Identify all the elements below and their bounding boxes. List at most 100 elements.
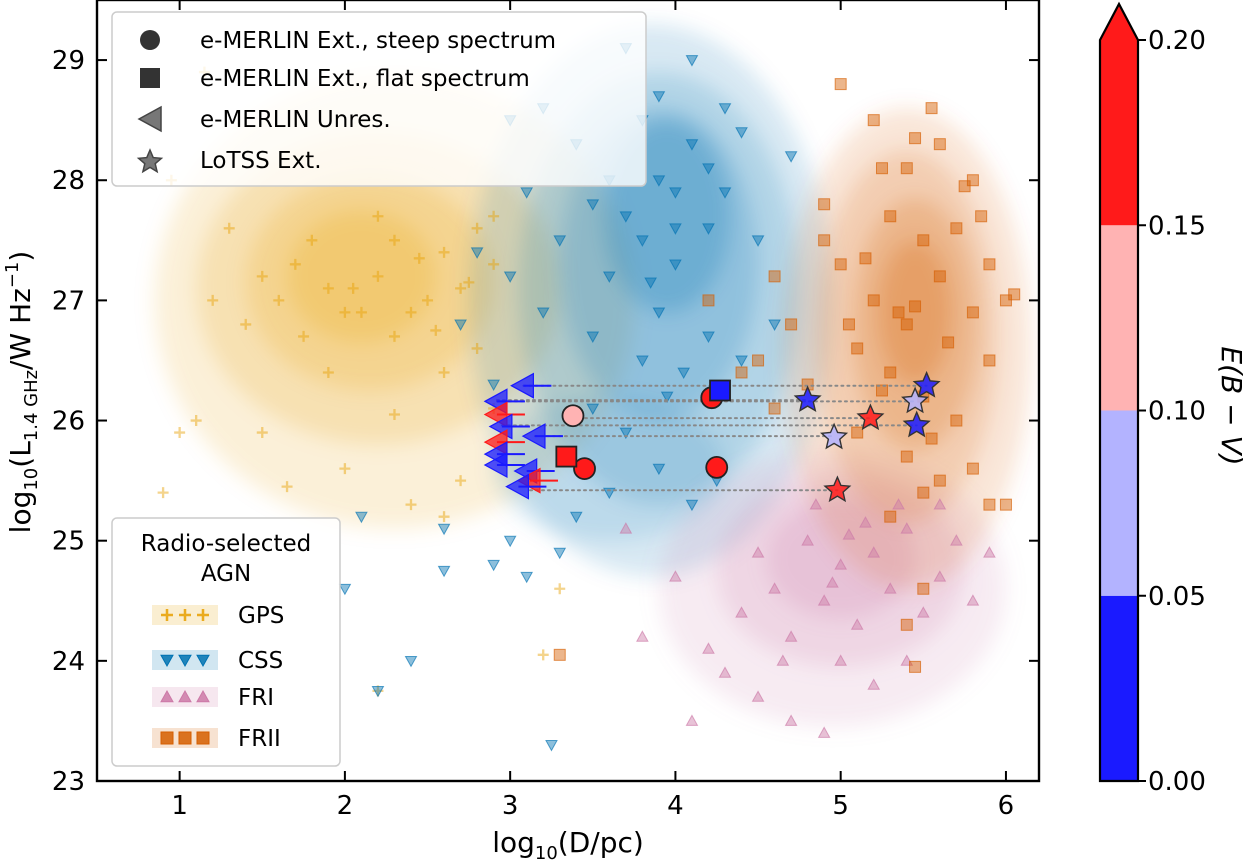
- agn-legend-marker: [160, 731, 174, 745]
- fri-point: [751, 690, 765, 702]
- frii-point: [950, 222, 963, 235]
- y-axis-label: log10(L1.4 GHz/W Hz−1): [2, 251, 42, 534]
- legend-label-lotss: LoTSS Ext.: [200, 148, 322, 174]
- css-point: [702, 223, 715, 235]
- css-point: [652, 463, 666, 476]
- css-point: [619, 211, 633, 223]
- legend-label-steep: e-MERLIN Ext., steep spectrum: [200, 28, 556, 54]
- css-point: [487, 379, 500, 392]
- css-point: [602, 271, 616, 283]
- frii-point: [876, 384, 888, 397]
- css-point: [644, 277, 657, 289]
- colorbar-tick-label: 0.20: [1148, 26, 1206, 56]
- frii-point: [909, 660, 922, 673]
- gps-point: [388, 234, 400, 246]
- css-point: [652, 307, 666, 319]
- css-point: [569, 511, 583, 524]
- agn-legend-marker: [160, 654, 174, 668]
- css-point: [784, 151, 798, 163]
- fri-point: [834, 654, 848, 666]
- lotss-source: [912, 370, 941, 398]
- y-tick-label: 26: [52, 407, 85, 437]
- gps-point: [488, 210, 500, 222]
- css-point: [685, 499, 699, 512]
- css-point: [702, 331, 715, 343]
- css-point: [338, 583, 352, 596]
- x-tick-label: 4: [667, 791, 684, 821]
- css-point: [652, 175, 666, 187]
- css-point: [735, 127, 748, 139]
- x-tick-label: 5: [832, 791, 849, 821]
- legend-label-flat: e-MERLIN Ext., flat spectrum: [200, 66, 530, 92]
- frii-point: [834, 258, 847, 271]
- css-point: [371, 685, 385, 698]
- frii-point: [983, 354, 996, 367]
- css-point: [545, 740, 558, 752]
- frii-point: [975, 210, 988, 223]
- frii-point: [925, 102, 938, 115]
- gps-point: [322, 366, 334, 378]
- agn-legend-marker: [178, 689, 192, 703]
- css-point: [520, 571, 534, 584]
- frii-point: [917, 234, 930, 247]
- gps-point: [413, 252, 425, 264]
- frii-point: [884, 366, 897, 379]
- frii-point: [735, 366, 748, 379]
- css-point: [669, 259, 682, 271]
- colorbar: 0.00 0.05 0.10 0.15 0.20: [1098, 1, 1206, 797]
- css-point: [602, 487, 616, 500]
- fri-point: [809, 498, 823, 510]
- fri-point: [784, 630, 798, 642]
- colorbar-label: E(B − V): [1215, 346, 1247, 465]
- agn-legend-marker: [196, 689, 210, 703]
- gps-point: [455, 282, 467, 294]
- css-point: [586, 403, 600, 416]
- gps-point: [488, 403, 500, 415]
- steep-spectrum-source: [705, 455, 729, 479]
- fri-point: [735, 606, 748, 618]
- x-tick-label: 3: [502, 791, 519, 821]
- css-point: [685, 55, 699, 67]
- css-point: [586, 199, 600, 211]
- css-point: [503, 535, 517, 548]
- css-point: [768, 319, 781, 331]
- frii-point: [553, 648, 566, 661]
- frii-point: [867, 294, 880, 307]
- fri-point: [834, 558, 848, 570]
- legend-square-icon: [140, 68, 160, 88]
- unresolved-source: [483, 451, 508, 479]
- legend-star-icon: [136, 148, 164, 174]
- contour-level: [493, 396, 725, 541]
- frii-point: [966, 174, 979, 187]
- gps-point: [438, 246, 450, 258]
- colorbar-tick-label: 0.00: [1148, 767, 1206, 797]
- gps-point: [256, 427, 268, 439]
- gps-point: [438, 366, 450, 378]
- frii-point: [925, 432, 938, 445]
- source-markers: [483, 370, 941, 503]
- frii-point: [859, 252, 872, 265]
- colorbar-frame: [1098, 1, 1140, 783]
- agn-legend-marker: [178, 654, 192, 668]
- css-point: [636, 235, 649, 247]
- fri-point: [636, 630, 649, 642]
- css-point: [437, 523, 451, 536]
- fri-point: [867, 678, 881, 690]
- frii-point: [768, 402, 781, 415]
- y-tick-label: 23: [52, 767, 85, 797]
- flat-spectrum-source: [709, 379, 731, 402]
- contour-level: [878, 240, 952, 385]
- gps-point: [306, 234, 318, 246]
- y-tick-label: 25: [52, 527, 85, 557]
- frii-point: [958, 180, 971, 193]
- fri-point: [826, 576, 839, 588]
- agn-legend: Radio-selected AGN GPS CSS FRI FRII: [111, 517, 341, 767]
- fri-point: [718, 666, 732, 678]
- frii-point: [851, 426, 864, 439]
- fri-point: [619, 522, 633, 534]
- gps-point: [372, 210, 384, 222]
- lotss-source: [820, 422, 849, 450]
- frii-point: [884, 210, 897, 223]
- css-point: [470, 247, 484, 259]
- gps-point: [256, 270, 268, 282]
